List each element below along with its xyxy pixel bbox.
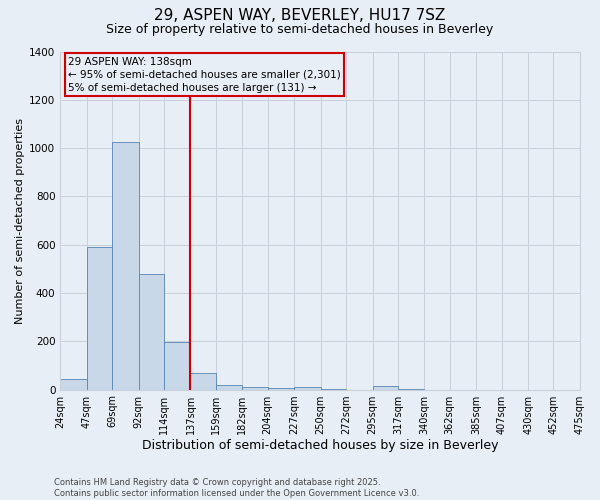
Bar xyxy=(139,274,164,390)
X-axis label: Distribution of semi-detached houses by size in Beverley: Distribution of semi-detached houses by … xyxy=(142,440,499,452)
Bar xyxy=(242,387,268,390)
Bar xyxy=(190,373,216,390)
Bar xyxy=(373,386,398,390)
Bar xyxy=(268,388,294,390)
Bar xyxy=(294,387,321,390)
Text: 29, ASPEN WAY, BEVERLEY, HU17 7SZ: 29, ASPEN WAY, BEVERLEY, HU17 7SZ xyxy=(154,8,446,22)
Text: Contains HM Land Registry data © Crown copyright and database right 2025.
Contai: Contains HM Land Registry data © Crown c… xyxy=(54,478,419,498)
Bar xyxy=(216,385,242,390)
Bar xyxy=(87,247,112,390)
Y-axis label: Number of semi-detached properties: Number of semi-detached properties xyxy=(15,118,25,324)
Bar xyxy=(60,378,87,390)
Bar xyxy=(164,342,190,390)
Bar xyxy=(112,142,139,390)
Bar xyxy=(321,389,346,390)
Text: Size of property relative to semi-detached houses in Beverley: Size of property relative to semi-detach… xyxy=(106,22,494,36)
Text: 29 ASPEN WAY: 138sqm
← 95% of semi-detached houses are smaller (2,301)
5% of sem: 29 ASPEN WAY: 138sqm ← 95% of semi-detac… xyxy=(68,56,341,93)
